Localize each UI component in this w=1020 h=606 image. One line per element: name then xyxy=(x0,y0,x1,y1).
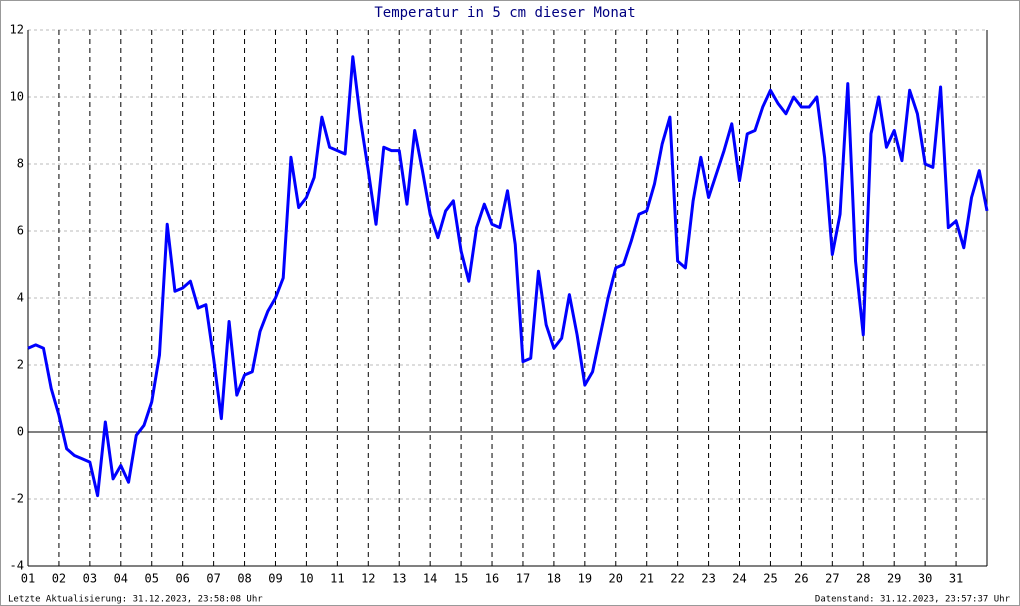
x-tick-label: 08 xyxy=(237,572,251,586)
x-tick-label: 03 xyxy=(83,572,97,586)
x-tick-label: 06 xyxy=(175,572,189,586)
x-tick-label: 04 xyxy=(114,572,128,586)
x-tick-label: 18 xyxy=(547,572,561,586)
y-tick-label: 4 xyxy=(17,291,24,305)
y-tick-label: 0 xyxy=(17,425,24,439)
x-tick-label: 31 xyxy=(949,572,963,586)
x-tick-label: 15 xyxy=(454,572,468,586)
y-tick-label: 10 xyxy=(10,90,24,104)
y-tick-label: -2 xyxy=(10,492,24,506)
x-tick-label: 25 xyxy=(763,572,777,586)
x-tick-label: 22 xyxy=(670,572,684,586)
x-tick-label: 12 xyxy=(361,572,375,586)
x-tick-label: 29 xyxy=(887,572,901,586)
x-tick-label: 28 xyxy=(856,572,870,586)
x-tick-label: 14 xyxy=(423,572,437,586)
x-tick-label: 11 xyxy=(330,572,344,586)
x-tick-label: 17 xyxy=(516,572,530,586)
y-tick-label: 8 xyxy=(17,157,24,171)
x-tick-label: 07 xyxy=(206,572,220,586)
x-tick-label: 05 xyxy=(145,572,159,586)
footer-right: Datenstand: 31.12.2023, 23:57:37 Uhr xyxy=(815,595,1011,605)
y-tick-label: 12 xyxy=(10,23,24,37)
x-tick-label: 10 xyxy=(299,572,313,586)
x-tick-label: 26 xyxy=(794,572,808,586)
x-tick-label: 02 xyxy=(52,572,66,586)
footer-left: Letzte Aktualisierung: 31.12.2023, 23:58… xyxy=(8,595,263,605)
x-tick-label: 13 xyxy=(392,572,406,586)
x-tick-label: 30 xyxy=(918,572,932,586)
x-tick-label: 09 xyxy=(268,572,282,586)
x-tick-label: 16 xyxy=(485,572,499,586)
temperature-line xyxy=(27,55,989,498)
y-tick-label: 2 xyxy=(17,358,24,372)
chart-title: Temperatur in 5 cm dieser Monat xyxy=(374,5,635,21)
x-tick-label: 20 xyxy=(609,572,623,586)
x-tick-label: 24 xyxy=(732,572,746,586)
x-tick-label: 21 xyxy=(639,572,653,586)
x-tick-label: 27 xyxy=(825,572,839,586)
y-tick-label: -4 xyxy=(10,559,24,573)
x-tick-label: 01 xyxy=(21,572,35,586)
x-tick-label: 23 xyxy=(701,572,715,586)
x-tick-label: 19 xyxy=(578,572,592,586)
y-tick-label: 6 xyxy=(17,224,24,238)
